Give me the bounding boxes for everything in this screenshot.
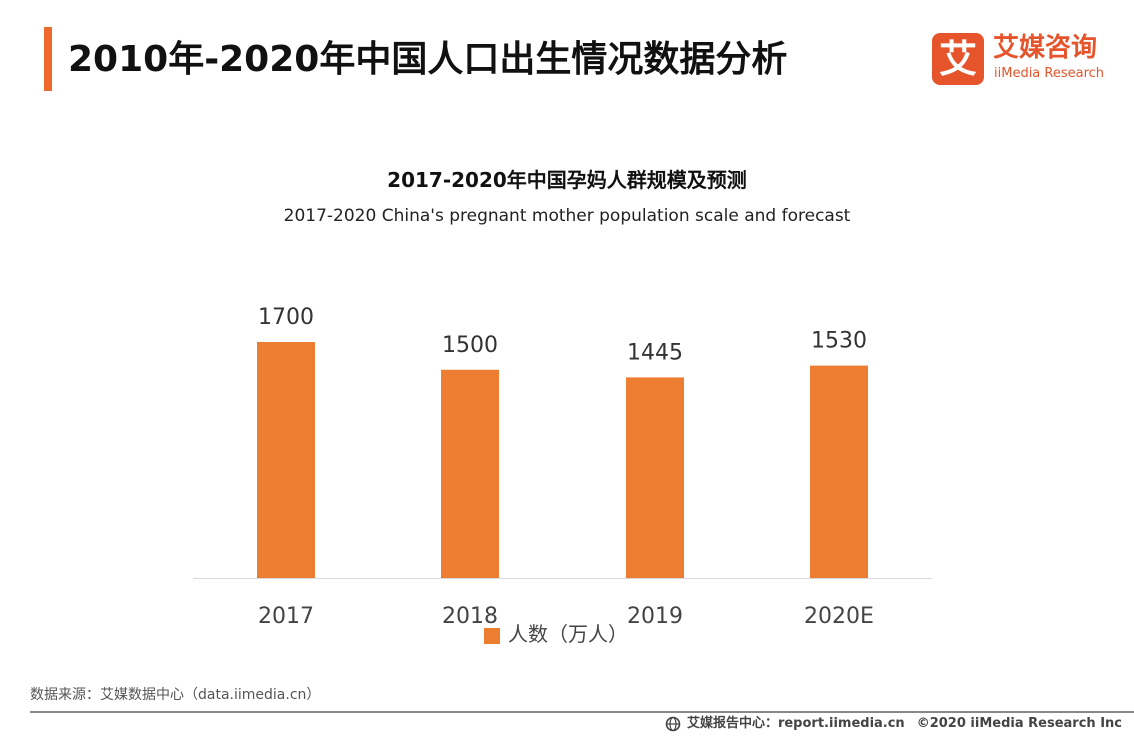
data-label-2019: 1445 [627,340,683,365]
globe-icon [665,716,681,732]
logo-name-cn: 艾媒咨询 [993,33,1098,63]
x-tick-label-2019: 2019 [627,604,683,629]
bar-2020E [810,365,868,578]
bar-2017 [257,342,315,578]
chart-subtitle: 2017-2020 China's pregnant mother popula… [283,206,851,226]
bar-2019 [626,377,684,578]
x-tick-label-2018: 2018 [442,604,498,629]
legend-label: 人数（万人） [508,622,628,646]
data-label-2018: 1500 [442,333,498,358]
logo-mark: 艾 [932,33,984,85]
bar-2018 [441,369,499,578]
page-title: 2010年-2020年中国人口出生情况数据分析 [68,39,788,80]
data-label-2020E: 1530 [811,329,867,354]
x-tick-label-2020E: 2020E [804,604,874,629]
iimedia-logo: 艾 艾媒咨询 iiMedia Research [932,31,1122,87]
footer-copyright: ©2020 iiMedia Research Inc [916,716,1122,731]
data-label-2017: 1700 [258,305,314,330]
chart-title: 2017-2020年中国孕妈人群规模及预测 [387,168,747,192]
footer: 艾媒报告中心：report.iimedia.cn ©2020 iiMedia R… [665,713,1122,735]
footer-divider [30,711,1134,713]
footer-report-site: 艾媒报告中心：report.iimedia.cn [686,716,905,731]
title-accent-bar [44,27,52,91]
x-tick-label-2017: 2017 [258,604,314,629]
legend-swatch [484,628,500,644]
data-source: 数据来源：艾媒数据中心（data.iimedia.cn） [30,687,321,703]
logo-name-en: iiMedia Research [994,66,1105,81]
